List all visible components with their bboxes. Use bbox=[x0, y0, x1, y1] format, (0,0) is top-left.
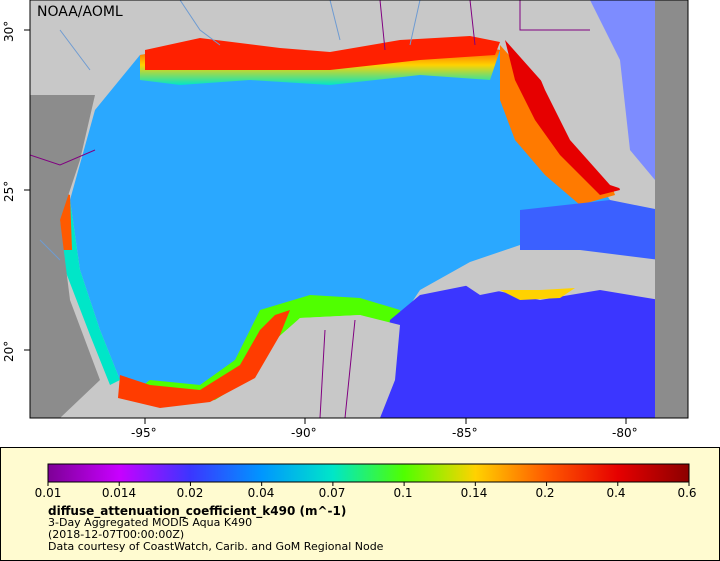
cuba-coast bbox=[500, 288, 575, 300]
florida-land bbox=[520, 30, 630, 190]
colorbar bbox=[47, 463, 690, 486]
y-tick-label: 25° bbox=[2, 180, 16, 202]
x-tick-label: -80° bbox=[612, 426, 638, 440]
map-canvas bbox=[24, 0, 689, 424]
x-tick-label: -95° bbox=[131, 426, 157, 440]
colorbar-label: 0.02 bbox=[176, 486, 204, 500]
gulf-ocean bbox=[70, 45, 610, 400]
campeche-coast-red bbox=[118, 310, 290, 408]
logo-text: NOAA/AOML bbox=[37, 4, 123, 20]
variable-name: diffuse_attenuation_coefficient_k490 (m^… bbox=[48, 504, 347, 518]
colorbar-gradient bbox=[47, 463, 690, 483]
straits-ocean bbox=[520, 200, 660, 260]
rivers bbox=[39, 0, 421, 261]
legend-panel: 0.01 0.014 0.02 0.04 0.07 0.1 0.14 0.2 0… bbox=[0, 447, 720, 561]
data-credit: Data courtesy of CoastWatch, Carib. and … bbox=[48, 540, 384, 553]
colorbar-label: 0.6 bbox=[677, 486, 697, 500]
no-data-west bbox=[30, 95, 100, 418]
colorbar-label: 0.14 bbox=[460, 486, 488, 500]
map-panel: NOAA/AOML -95° -90° -85° -80° 30° 25° 20… bbox=[2, 0, 689, 440]
colorbar-label: 0.4 bbox=[606, 486, 626, 500]
y-tick-label: 30° bbox=[2, 20, 16, 42]
no-data-east bbox=[655, 0, 688, 418]
colorbar-label: 0.07 bbox=[318, 486, 346, 500]
y-tick-label: 20° bbox=[2, 340, 16, 362]
plot-frame bbox=[29, 0, 689, 419]
x-axis-ticks bbox=[144, 418, 627, 424]
colorbar-label: 0.04 bbox=[247, 486, 275, 500]
colorbar-label: 0.1 bbox=[393, 486, 413, 500]
x-tick-label: -90° bbox=[291, 426, 317, 440]
north-coast-red bbox=[145, 36, 500, 70]
dataset-title: 3-Day Aggregated MODIS Aqua K490 bbox=[48, 516, 253, 529]
colorbar-label: 0.014 bbox=[101, 486, 137, 500]
y-axis-ticks bbox=[24, 29, 30, 351]
yucatan-land bbox=[250, 315, 400, 418]
state-borders bbox=[379, 0, 590, 51]
time-stamp: (2018-12-07T00:00:00Z) bbox=[48, 528, 185, 541]
country-border-mexico bbox=[30, 149, 356, 418]
no-data-atlantic bbox=[590, 0, 655, 180]
cuba-land bbox=[465, 258, 650, 295]
west-coast-band bbox=[58, 200, 120, 385]
colorbar-label: 0.01 bbox=[34, 486, 62, 500]
x-tick-label: -85° bbox=[452, 426, 478, 440]
caribbean-ocean bbox=[370, 285, 660, 418]
colorbar-label: 0.2 bbox=[535, 486, 555, 500]
